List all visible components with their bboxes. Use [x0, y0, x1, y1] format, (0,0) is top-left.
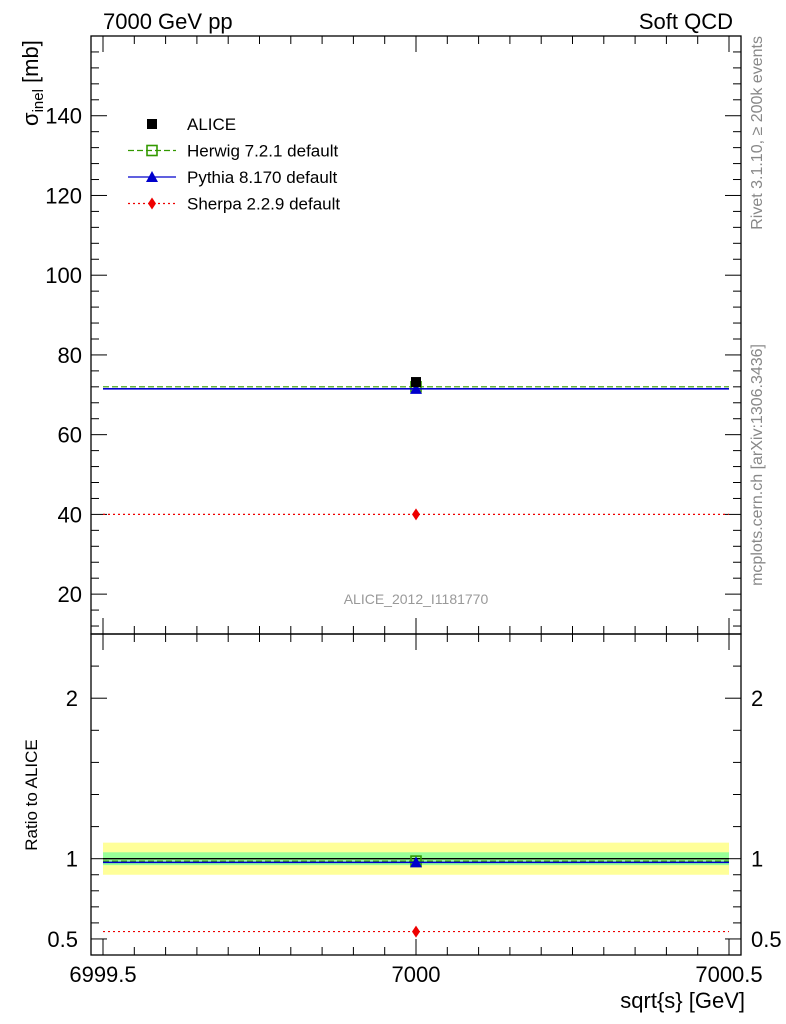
- x-tick-label: 7000.5: [695, 962, 762, 987]
- main-ylabel-symbol: σ: [18, 112, 43, 126]
- legend-marker-sherpa: [148, 197, 156, 210]
- ratio-y-tick-label: 1: [66, 847, 78, 872]
- legend-marker-pythia: [146, 171, 158, 182]
- ratio-y-tick-label: 2: [66, 686, 78, 711]
- sherpa-ratio-marker: [412, 925, 420, 938]
- y-tick-label: 140: [45, 104, 82, 129]
- legend-label-data: ALICE: [187, 115, 236, 134]
- y-tick-label: 20: [58, 582, 82, 607]
- main-ylabel: σinel [mb]: [18, 40, 47, 126]
- header-right-label: Soft QCD: [639, 9, 733, 34]
- legend-marker-data: [147, 119, 157, 129]
- y-tick-label: 40: [58, 502, 82, 527]
- y-tick-label: 80: [58, 343, 82, 368]
- pythia-marker: [410, 382, 422, 394]
- ratio-ylabel: Ratio to ALICE: [22, 739, 41, 851]
- x-tick-label: 7000: [392, 962, 441, 987]
- legend-label-herwig: Herwig 7.2.1 default: [187, 142, 338, 161]
- svg-text:σinel [mb]: σinel [mb]: [18, 40, 47, 126]
- ratio-frame: [90, 633, 742, 956]
- pythia-ratio-marker: [410, 856, 422, 868]
- y-tick-label: 120: [45, 183, 82, 208]
- ratio-panel: 0.5 0.5 1 1 2 2 6999.5 7000 7000.5: [47, 633, 782, 987]
- legend: ALICE Herwig 7.2.1 default Pythia 8.170 de…: [128, 115, 340, 214]
- y-tick-label: 60: [58, 423, 82, 448]
- legend-label-sherpa: Sherpa 2.2.9 default: [187, 195, 340, 214]
- ratio-y-tick-label-right: 2: [751, 686, 763, 711]
- mcplots-reference-label: mcplots.cern.ch [arXiv:1306.3436]: [749, 344, 766, 586]
- main-ylabel-unit: [mb]: [18, 40, 43, 89]
- y-tick-label: 100: [45, 263, 82, 288]
- main-panel: 20 40 60 80 100 120 140: [45, 35, 742, 635]
- ratio-y-tick-label: 0.5: [47, 927, 78, 952]
- analysis-id-label: ALICE_2012_I1181770: [344, 591, 489, 607]
- sherpa-marker: [412, 508, 420, 521]
- alice-data-point: [411, 377, 421, 388]
- rivet-version-label: Rivet 3.1.10, ≥ 200k events: [749, 36, 766, 230]
- legend-marker-herwig: [146, 144, 158, 157]
- ratio-y-tick-label-right: 0.5: [751, 927, 782, 952]
- header-left-label: 7000 GeV pp: [103, 9, 233, 34]
- x-tick-label: 6999.5: [69, 962, 136, 987]
- x-axis-title: sqrt{s} [GeV]: [620, 988, 745, 1013]
- main-ylabel-subscript: inel: [30, 89, 47, 112]
- legend-label-pythia: Pythia 8.170 default: [187, 168, 338, 187]
- ratio-y-tick-label-right: 1: [751, 847, 763, 872]
